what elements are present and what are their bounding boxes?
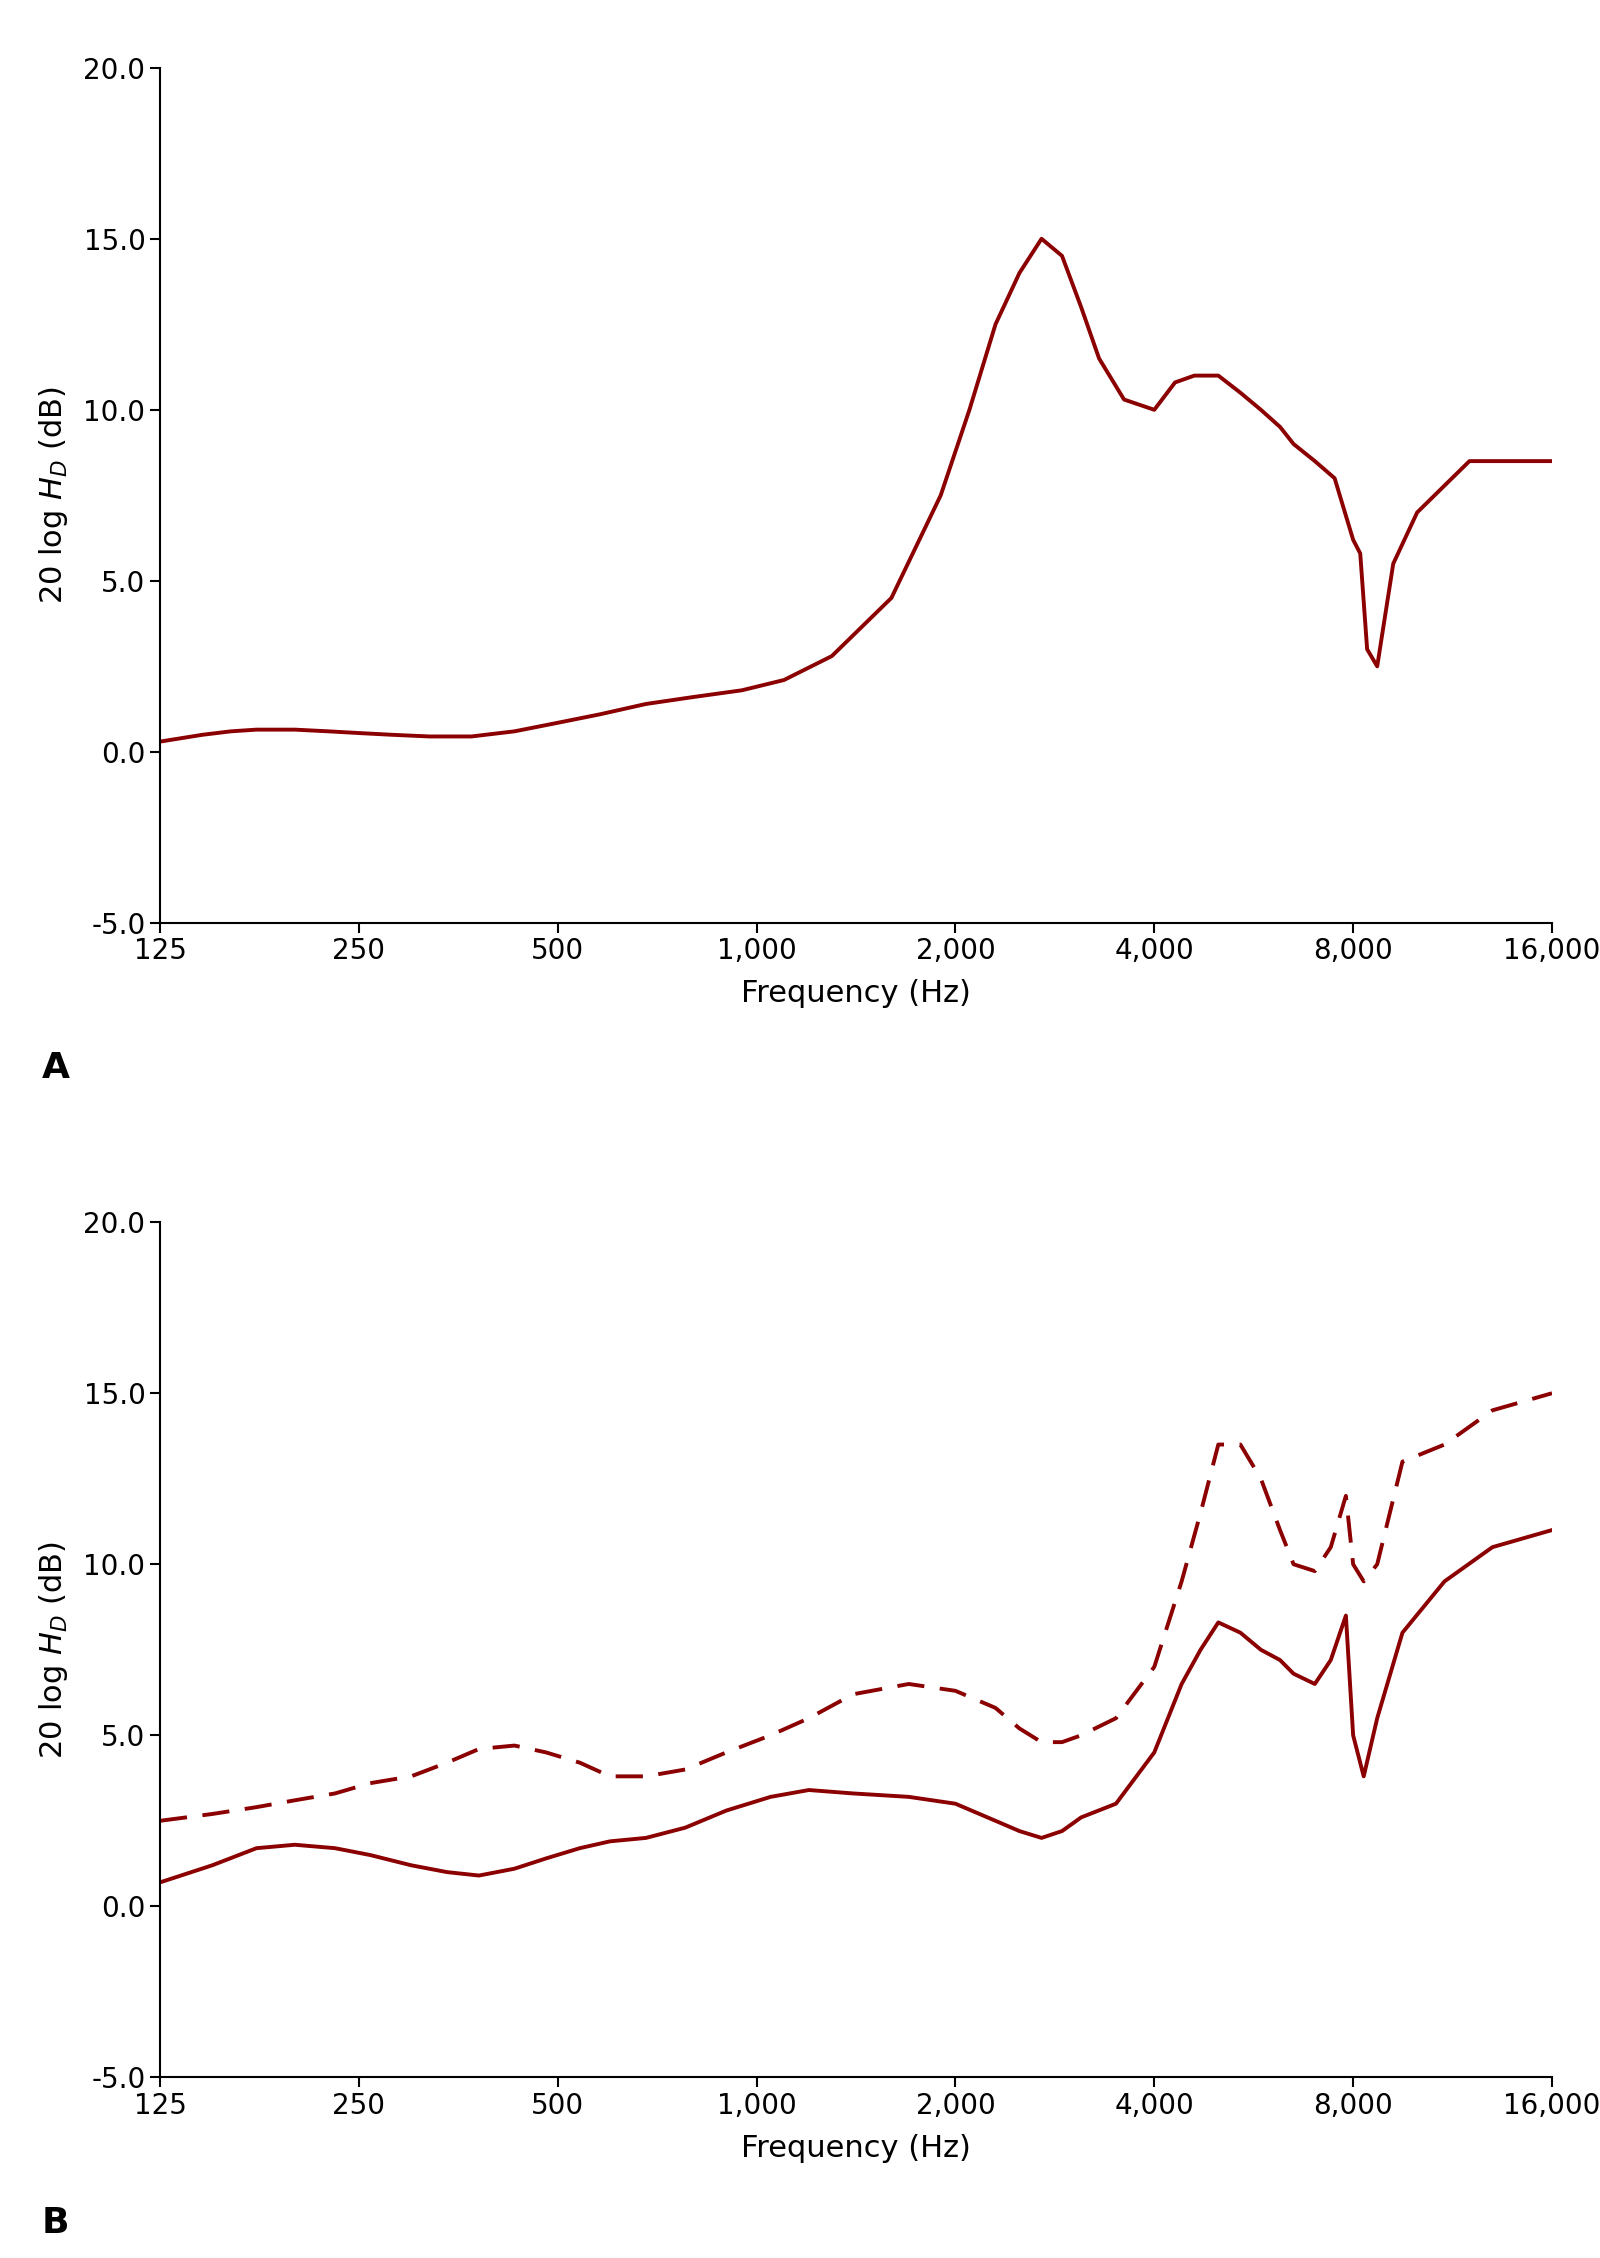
X-axis label: Frequency (Hz): Frequency (Hz) [741, 2134, 971, 2163]
X-axis label: Frequency (Hz): Frequency (Hz) [741, 980, 971, 1009]
Text: A: A [42, 1052, 70, 1086]
Y-axis label: 20 log $H_D$ (dB): 20 log $H_D$ (dB) [37, 1540, 69, 1759]
Y-axis label: 20 log $H_D$ (dB): 20 log $H_D$ (dB) [37, 386, 69, 605]
Text: B: B [42, 2206, 69, 2240]
